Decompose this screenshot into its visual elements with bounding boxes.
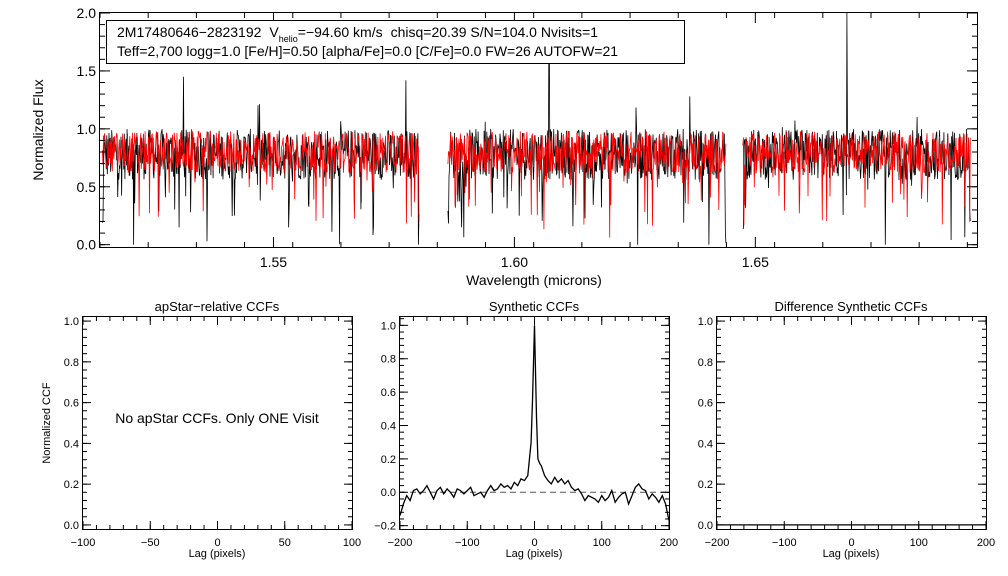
synthetic-ccf-x-tick-label: −100 [455,537,480,549]
spectrum-plot-frame [99,12,978,248]
difference-ccf-ticks: −200 −100 0 100 200 0.0 0.2 0.4 0.6 0.8 1.0 [698,316,995,549]
synthetic-ccf-y-tick-label: −0.2 [374,521,396,533]
spectrum-x-axis-label: Wavelength (microns) [466,272,602,288]
difference-ccf-y-tick-label: 0.4 [698,438,713,450]
annotation-line-1: 2M17480646−2823192 Vhelio=−94.60 km/s chis… [117,24,598,44]
apstar-ccf-y-axis-label: Normalized CCF [41,382,53,464]
synthetic-ccf-line [399,325,670,521]
synthetic-ccf-y-tick-label: 0.0 [381,487,396,499]
spectrum-y-tick-label: 2.0 [77,5,97,21]
synthetic-ccf-x-tick-label: 0 [531,537,537,549]
synthetic-ccf-panel: Synthetic CCFs −200 −100 0 100 200 −0.2 0.0 0.2… [374,299,678,560]
apstar-ccf-x-tick-label: −50 [141,537,160,549]
difference-ccf-y-tick-label: 1.0 [698,316,713,328]
annotation-v-subscript: helio [279,34,298,44]
spectrum-y-axis-label: Normalized Flux [30,79,46,180]
annotation-v-prefix: V [269,24,279,40]
apstar-ccf-y-tick-label: 0.4 [64,438,79,450]
apstar-ccf-x-tick-label: 100 [343,537,361,549]
annotation-stats: chisq=20.39 S/N=104.0 Nvisits=1 [391,24,599,40]
synthetic-ccf-x-tick-label: −200 [388,537,413,549]
synthetic-ccf-y-tick-label: 0.6 [381,387,396,399]
spectrum-y-tick-label: 1.0 [77,121,97,137]
annotation-star-id: 2M17480646−2823192 [117,24,262,40]
apstar-ccf-plot-frame [82,316,353,530]
apstar-ccf-y-tick-label: 0.2 [64,479,79,491]
spectrum-panel: 1.55 1.60 1.65 0.0 0.5 1.0 1.5 2.0 Wavelength (… [30,5,978,288]
apstar-ccf-y-tick-label: 0.6 [64,398,79,410]
apstar-ccf-ticks: −100 −50 0 50 100 0.0 0.2 0.4 0.6 0.8 1.0 [64,316,361,549]
annotation-box-frame [106,20,685,64]
spectrum-x-tick-label: 1.60 [501,254,528,270]
apstar-ccf-x-axis-label: Lag (pixels) [189,548,246,560]
apstar-ccf-y-tick-label: 1.0 [64,316,79,328]
apstar-ccf-panel: apStar−relative CCFs −100 −50 0 50 100 0.0 0.2… [41,299,361,560]
difference-ccf-x-axis-label: Lag (pixels) [823,548,880,560]
spectrum-series-group [102,12,971,245]
difference-ccf-y-tick-label: 0.6 [698,398,713,410]
apstar-ccf-title: apStar−relative CCFs [155,299,280,314]
synthetic-ccf-series-group [399,325,670,521]
synthetic-ccf-x-tick-label: 100 [593,537,611,549]
spectrum-annotation-box: 2M17480646−2823192 Vhelio=−94.60 km/s chis… [106,20,685,64]
annotation-v-value: =−94.60 km/s [298,24,383,40]
spectrum-x-tick-label: 1.55 [260,254,287,270]
spectrum-y-tick-label: 0.5 [77,179,97,195]
synthetic-ccf-title: Synthetic CCFs [489,299,580,314]
apstar-ccf-x-tick-label: 0 [214,537,220,549]
synthetic-ccf-y-tick-label: 1.0 [381,320,396,332]
difference-ccf-panel: Difference Synthetic CCFs −200 −100 0 100 20… [698,299,995,560]
difference-ccf-y-tick-label: 0.8 [698,357,713,369]
spectrum-y-tick-label: 0.0 [77,237,97,253]
difference-ccf-y-tick-label: 0.0 [698,520,713,532]
synthetic-ccf-y-tick-label: 0.4 [381,420,396,432]
synthetic-ccf-y-tick-label: 0.8 [381,354,396,366]
difference-ccf-y-tick-label: 0.2 [698,479,713,491]
apstar-ccf-x-tick-label: 50 [279,537,291,549]
apstar-ccf-message: No apStar CCFs. Only ONE Visit [115,410,319,426]
synthetic-ccf-x-axis-label: Lag (pixels) [506,548,563,560]
difference-ccf-x-tick-label: −200 [705,537,730,549]
synthetic-ccf-y-tick-label: 0.2 [381,454,396,466]
apstar-ccf-y-tick-label: 0.0 [64,520,79,532]
apstar-ccf-x-tick-label: −100 [71,537,96,549]
difference-ccf-plot-frame [716,316,987,530]
difference-ccf-x-tick-label: 100 [910,537,928,549]
difference-ccf-title: Difference Synthetic CCFs [775,299,928,314]
annotation-params: Teff=2,700 logg=1.0 [Fe/H]=0.50 [alpha/F… [117,43,618,59]
difference-ccf-x-tick-label: 0 [848,537,854,549]
spectrum-ticks: 1.55 1.60 1.65 0.0 0.5 1.0 1.5 2.0 [77,5,977,270]
synthetic-ccf-ticks: −200 −100 0 100 200 −0.2 0.0 0.2 0.4 0.6 0.8 1.0 [374,317,678,549]
spectrum-y-tick-label: 1.5 [77,63,97,79]
apstar-ccf-y-tick-label: 0.8 [64,357,79,369]
synthetic-ccf-plot-frame [399,316,670,530]
spectrum-x-tick-label: 1.65 [742,254,769,270]
difference-ccf-x-tick-label: −100 [772,537,797,549]
difference-ccf-x-tick-label: 200 [977,537,995,549]
model-spectrum-line [102,130,971,238]
synthetic-ccf-x-tick-label: 200 [660,537,678,549]
